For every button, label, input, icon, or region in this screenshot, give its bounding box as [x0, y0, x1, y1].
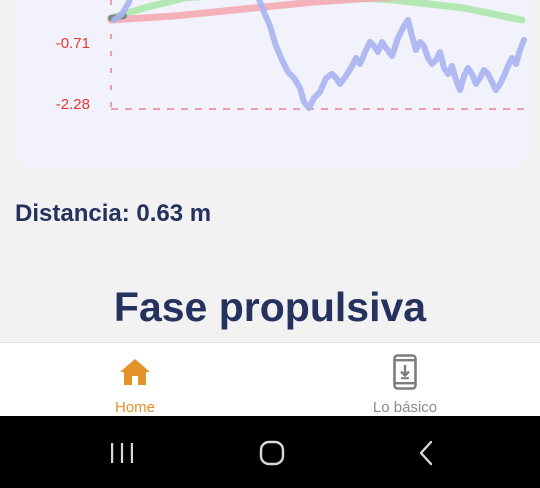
y-tick-label: -2.28: [56, 96, 90, 113]
home-circle-icon[interactable]: [250, 436, 294, 470]
recent-apps-icon[interactable]: [100, 436, 144, 470]
bottom-navigation: Home Lo básico: [0, 342, 540, 417]
system-navigation-bar: [0, 416, 540, 488]
nav-item-home[interactable]: Home: [0, 343, 270, 417]
line-chart: -0.71 -2.28: [56, 0, 527, 113]
series-blue-line: [111, 0, 527, 111]
nav-item-label: Lo básico: [372, 399, 438, 416]
phone-download-icon: [393, 354, 417, 390]
distance-readout: Distancia: 0.63 m: [15, 200, 212, 227]
back-icon[interactable]: [404, 436, 448, 470]
y-tick-label: -0.71: [56, 35, 90, 52]
nav-item-basics[interactable]: Lo básico: [270, 343, 540, 417]
home-icon: [119, 355, 151, 389]
series-red-line: [107, 0, 405, 24]
nav-item-label: Home: [114, 399, 155, 416]
phase-title: Fase propulsiva: [113, 284, 427, 330]
chart-card: -0.71 -2.28: [14, 0, 530, 168]
series-green-line: [107, 0, 526, 24]
